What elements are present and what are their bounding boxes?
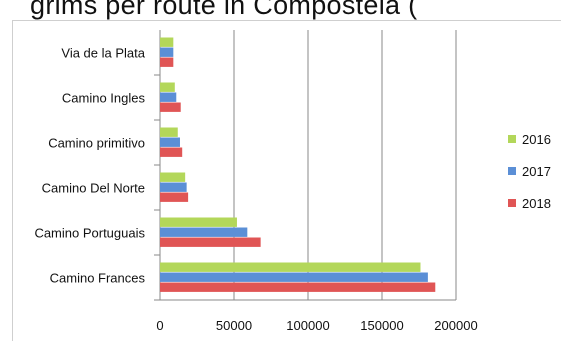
bar-2018 <box>160 237 261 247</box>
y-category-label: Camino primitivo <box>48 136 145 151</box>
legend-label-2017: 2017 <box>522 164 551 179</box>
y-category-label: Camino Del Norte <box>42 181 145 196</box>
legend-swatch-2016 <box>508 135 516 143</box>
legend-swatch-2018 <box>508 199 516 207</box>
bar-2016 <box>160 82 175 92</box>
chart-title: grims per route in Compostela ( <box>30 0 418 20</box>
x-tick-label: 100000 <box>286 318 329 333</box>
bar-2016 <box>160 172 186 182</box>
bar-2016 <box>160 262 421 272</box>
x-tick-label: 200000 <box>434 318 477 333</box>
legend-label-2018: 2018 <box>522 196 551 211</box>
bar-2017 <box>160 137 180 147</box>
x-tick-label: 150000 <box>360 318 403 333</box>
y-category-label: Camino Portuguais <box>34 226 145 241</box>
bar-2018 <box>160 282 436 292</box>
y-category-label: Via de la Plata <box>61 46 145 61</box>
bar-2017 <box>160 227 248 237</box>
bar-2016 <box>160 217 237 227</box>
y-category-label: Camino Ingles <box>62 91 146 106</box>
bar-2017 <box>160 92 177 102</box>
bar-2017 <box>160 182 187 192</box>
legend-label-2016: 2016 <box>522 132 551 147</box>
bar-2017 <box>160 272 428 282</box>
bar-2018 <box>160 57 174 67</box>
bar-2018 <box>160 102 181 112</box>
x-tick-label: 50000 <box>216 318 252 333</box>
chart-frame <box>12 20 561 341</box>
legend-swatch-2017 <box>508 167 516 175</box>
bar-2017 <box>160 47 174 57</box>
bar-2018 <box>160 192 189 202</box>
y-category-label: Camino Frances <box>50 271 146 286</box>
bar-2018 <box>160 147 183 157</box>
bar-2016 <box>160 37 174 47</box>
x-tick-label: 0 <box>156 318 163 333</box>
bar-2016 <box>160 127 178 137</box>
